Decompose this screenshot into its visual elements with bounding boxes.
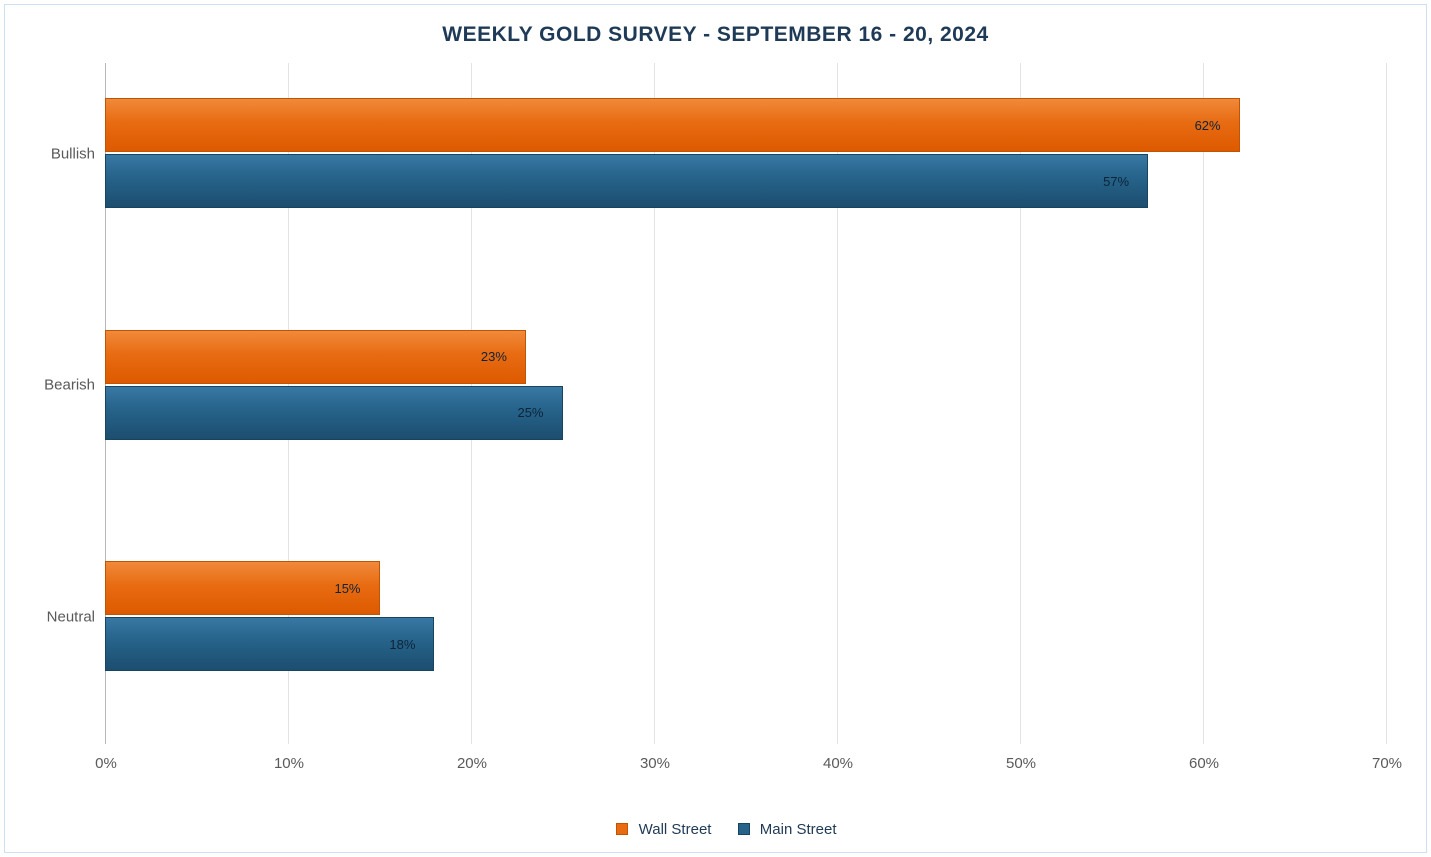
legend-label-wall-street: Wall Street <box>639 821 712 838</box>
bar-neutral-wall-street: 15% <box>105 561 380 615</box>
chart-container: WEEKLY GOLD SURVEY - SEPTEMBER 16 - 20, … <box>4 4 1427 853</box>
x-tick-10: 10% <box>274 755 304 772</box>
plot-area: Bullish Bearish Neutral 0% 10% 20% 30% 4… <box>45 63 1386 774</box>
y-axis: Bullish Bearish Neutral <box>45 63 103 744</box>
bar-label: 23% <box>481 349 507 364</box>
x-tick-40: 40% <box>823 755 853 772</box>
bar-label: 57% <box>1103 174 1129 189</box>
bar-label: 25% <box>517 405 543 420</box>
x-tick-20: 20% <box>457 755 487 772</box>
plot-region: 0% 10% 20% 30% 40% 50% 60% 70% 62% 57% 2… <box>105 63 1386 744</box>
gridline-70: 70% <box>1386 63 1387 744</box>
x-tick-30: 30% <box>640 755 670 772</box>
y-label-bullish: Bullish <box>51 145 95 162</box>
bar-bullish-main-street: 57% <box>105 154 1148 208</box>
y-label-bearish: Bearish <box>44 377 95 394</box>
x-tick-0: 0% <box>95 755 117 772</box>
x-tick-50: 50% <box>1006 755 1036 772</box>
gridline-60: 60% <box>1203 63 1204 744</box>
legend-label-main-street: Main Street <box>760 821 837 838</box>
bar-label: 18% <box>389 637 415 652</box>
legend-swatch-main-street <box>738 823 750 835</box>
legend: Wall Street Main Street <box>5 821 1426 838</box>
bar-neutral-main-street: 18% <box>105 617 434 671</box>
x-tick-60: 60% <box>1189 755 1219 772</box>
bar-label: 15% <box>334 581 360 596</box>
y-label-neutral: Neutral <box>47 608 95 625</box>
legend-swatch-wall-street <box>616 823 628 835</box>
bar-bearish-wall-street: 23% <box>105 330 526 384</box>
bar-bullish-wall-street: 62% <box>105 98 1240 152</box>
bar-label: 62% <box>1195 118 1221 133</box>
bar-bearish-main-street: 25% <box>105 386 563 440</box>
chart-title: WEEKLY GOLD SURVEY - SEPTEMBER 16 - 20, … <box>5 5 1426 47</box>
x-tick-70: 70% <box>1372 755 1402 772</box>
